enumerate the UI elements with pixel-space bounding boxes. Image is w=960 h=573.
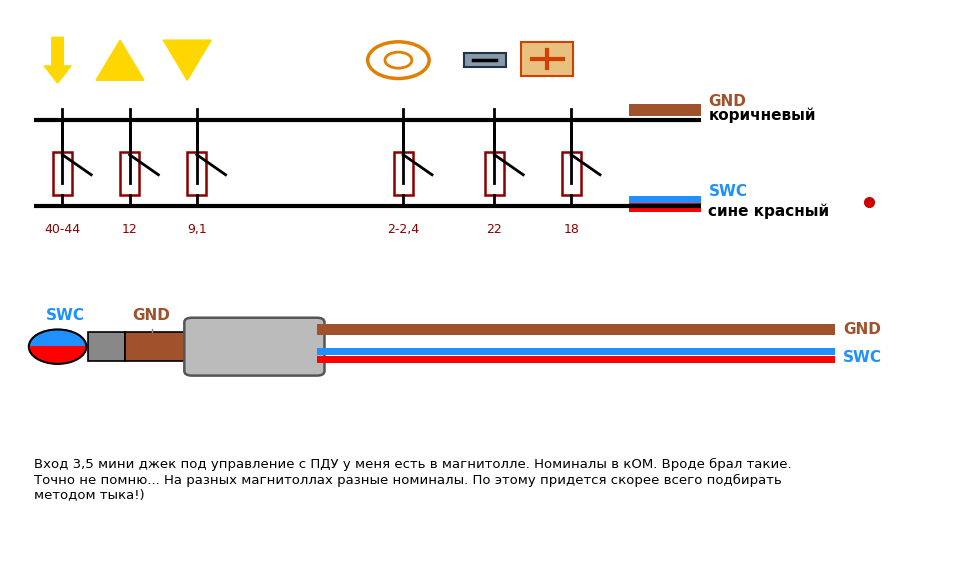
Bar bbox=[317, 348, 835, 355]
Text: GND: GND bbox=[843, 322, 880, 337]
Bar bbox=[464, 53, 506, 67]
Polygon shape bbox=[29, 329, 86, 347]
Text: 9,1: 9,1 bbox=[187, 223, 206, 237]
FancyArrow shape bbox=[44, 37, 71, 83]
FancyBboxPatch shape bbox=[184, 317, 324, 376]
Polygon shape bbox=[29, 347, 86, 364]
Text: GND: GND bbox=[132, 308, 170, 323]
Bar bbox=[485, 152, 504, 195]
Text: GND: GND bbox=[708, 95, 746, 109]
Polygon shape bbox=[96, 40, 144, 80]
Text: 12: 12 bbox=[122, 223, 137, 237]
Text: 18: 18 bbox=[564, 223, 579, 237]
Text: 22: 22 bbox=[487, 223, 502, 237]
Bar bbox=[394, 152, 413, 195]
Text: SWC: SWC bbox=[843, 350, 882, 365]
Polygon shape bbox=[163, 40, 211, 80]
Text: коричневый: коричневый bbox=[708, 108, 816, 124]
Bar bbox=[629, 196, 701, 203]
Bar bbox=[187, 152, 206, 195]
Bar bbox=[629, 104, 701, 116]
Text: 40-44: 40-44 bbox=[44, 223, 81, 237]
Bar bbox=[521, 42, 573, 76]
Bar bbox=[629, 203, 701, 212]
Bar bbox=[88, 332, 125, 361]
Bar bbox=[53, 152, 72, 195]
Bar bbox=[562, 152, 581, 195]
Text: Вход 3,5 мини джек под управление с ПДУ у меня есть в магнитолле. Номиналы в кОМ: Вход 3,5 мини джек под управление с ПДУ … bbox=[34, 458, 791, 501]
Text: SWC: SWC bbox=[46, 308, 85, 323]
Bar bbox=[317, 356, 835, 363]
Text: 2-2,4: 2-2,4 bbox=[387, 223, 420, 237]
Bar bbox=[120, 152, 139, 195]
Bar bbox=[125, 332, 192, 361]
Text: сине красный: сине красный bbox=[708, 203, 829, 219]
Bar bbox=[317, 324, 835, 335]
Text: SWC: SWC bbox=[708, 185, 748, 199]
